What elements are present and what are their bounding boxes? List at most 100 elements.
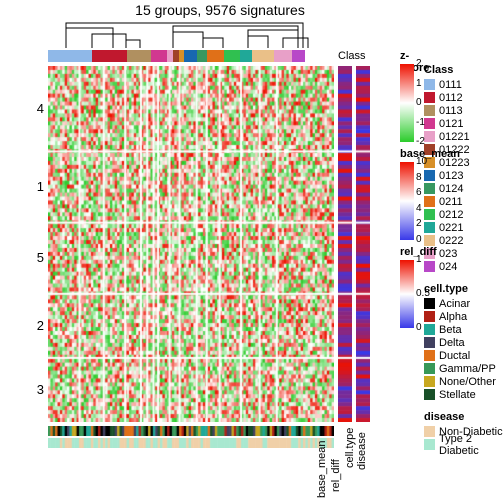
colorbar-tick: 6 [416,188,422,198]
row-group-labels: 41523 [26,66,44,422]
legend-label: 024 [439,261,457,273]
legend-swatch [424,337,435,348]
legend-label: Alpha [439,311,467,323]
colorbar-tick: 4 [416,204,422,214]
legend-label: Beta [439,324,462,336]
row-group-label: 3 [37,382,44,397]
class-segment [151,50,167,62]
legend-item: 0124 [424,182,504,195]
legend-item: 0212 [424,208,504,221]
legend-swatch [424,439,435,450]
class-segment [197,50,207,62]
colorbar-tick: 0.5 [416,289,430,299]
colorbar-tick: 2 [416,219,422,229]
annot-label: base_mean [316,441,328,499]
legend-title: cell.type [424,283,504,295]
legend-label: 0222 [439,235,463,247]
legend-swatch [424,376,435,387]
legend-label: 0221 [439,222,463,234]
class-segment [207,50,224,62]
legend-label: Acinar [439,298,470,310]
class-segment [240,50,253,62]
class-segment [127,50,151,62]
bottom-bar-disease [48,438,334,448]
class-segment [305,50,334,62]
colorbar-tick: 1 [416,79,422,89]
legend-item: None/Other [424,375,504,388]
row-group-label: 2 [37,318,44,333]
legend-title: disease [424,411,504,423]
legend-label: Ductal [439,350,470,362]
legend-swatch [424,105,435,116]
annot-label: disease [356,432,368,470]
legend-item: 0111 [424,78,504,91]
legend-item: Ductal [424,349,504,362]
legend-swatch [424,350,435,361]
colorbar-title: base_mean [400,148,460,160]
legend-label: 0113 [439,105,463,117]
legend-swatch [424,324,435,335]
colorbar-tick: 2 [416,59,422,69]
legend-label: 0121 [439,118,463,130]
legend-label: Stellate [439,389,476,401]
class-bar-label: Class [338,50,366,62]
row-group-label: 5 [37,250,44,265]
legend-label: 023 [439,248,457,260]
annot-label: rel_diff [330,459,342,492]
legend-swatch [424,183,435,194]
legend-label: Delta [439,337,465,349]
legend-item: Beta [424,323,504,336]
legend-item: 0211 [424,195,504,208]
legend-label: 0123 [439,170,463,182]
colorbar-gradient [400,260,414,328]
colorbar-tick: 1 [416,255,422,265]
legend-swatch [424,426,435,437]
legend-item: Delta [424,336,504,349]
legend-label: 0112 [439,92,463,104]
legend-item: Alpha [424,310,504,323]
legend-swatch [424,261,435,272]
bottom-bar-cell.type [48,426,334,436]
class-segment [274,50,293,62]
annot-label: cell.type [344,428,356,468]
class-segment [92,50,126,62]
legend-block: Class01110112011301210122101222012230123… [424,64,504,461]
legend-item: Type 2 Diabetic [424,438,504,451]
legend-label: 01221 [439,131,470,143]
legend-item: 0221 [424,221,504,234]
legend-swatch [424,209,435,220]
colorbar-tick: 0 [416,323,422,333]
legend-label: Gamma/PP [439,363,496,375]
legend-item: Stellate [424,388,504,401]
legend-swatch [424,118,435,129]
legend-swatch [424,363,435,374]
legend-label: Type 2 Diabetic [439,433,504,457]
colorbar-tick: 8 [416,173,422,183]
class-segment [48,50,92,62]
legend-label: 0124 [439,183,463,195]
legend-title: Class [424,64,504,76]
legend-swatch [424,311,435,322]
legend-label: 0212 [439,209,463,221]
row-group-label: 4 [37,101,44,116]
legend-swatch [424,79,435,90]
class-segment [224,50,240,62]
legend-label: 0111 [439,79,462,91]
class-segment [252,50,273,62]
legend-item: 0121 [424,117,504,130]
legend-item: 0113 [424,104,504,117]
legend-item: 024 [424,260,504,273]
legend-label: None/Other [439,376,496,388]
colorbar-gradient [400,64,414,142]
legend-swatch [424,196,435,207]
legend-item: Gamma/PP [424,362,504,375]
legend-swatch [424,298,435,309]
colorbar-tick: 0 [416,235,422,245]
class-segment [184,50,197,62]
legend-swatch [424,92,435,103]
class-color-bar [48,50,334,62]
legend-swatch [424,235,435,246]
legend-item: 01221 [424,130,504,143]
legend-swatch [424,222,435,233]
colorbar-tick: 10 [416,157,427,167]
